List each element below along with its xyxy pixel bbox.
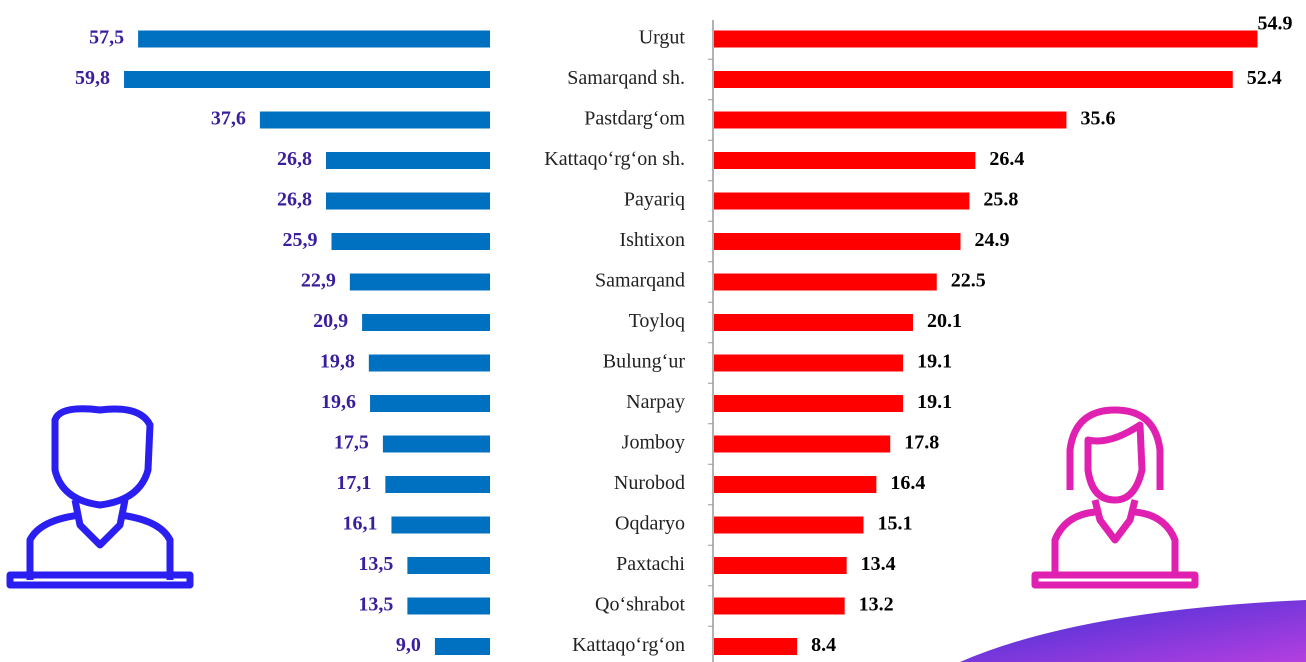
bar: [331, 233, 490, 250]
value-label: 25,9: [282, 229, 317, 251]
category-label: Qo‘shrabot: [595, 594, 685, 616]
category-label: Kattaqo‘rg‘on: [572, 634, 685, 656]
value-label: 16.4: [890, 472, 925, 494]
bar: [382, 435, 490, 453]
value-label: 26,8: [277, 189, 312, 211]
bar: [714, 557, 847, 574]
value-label: 19.1: [917, 391, 952, 413]
value-label: 19.1: [917, 351, 952, 373]
value-label: 17,1: [336, 472, 371, 494]
category-label: Samarqand: [595, 270, 685, 292]
bar: [407, 597, 490, 615]
value-label: 19,6: [321, 391, 356, 413]
category-label: Toyloq: [629, 310, 685, 332]
category-label: Ishtixon: [619, 229, 685, 251]
bar: [124, 71, 491, 88]
bar: [714, 638, 798, 655]
bar: [714, 476, 877, 493]
bar: [325, 192, 490, 210]
bar: [714, 354, 904, 372]
value-label: 22,9: [301, 270, 336, 292]
bar: [714, 435, 891, 453]
value-label: 26,8: [277, 148, 312, 170]
category-label: Bulung‘ur: [603, 351, 686, 373]
bar: [714, 314, 913, 331]
category-label: Urgut: [639, 27, 686, 49]
value-label: 13,5: [358, 594, 393, 616]
value-label: 26.4: [989, 148, 1024, 170]
bar: [714, 152, 976, 169]
category-label: Oqdaryo: [615, 513, 685, 535]
value-label: 37,6: [211, 108, 246, 130]
value-label: 17,5: [334, 432, 369, 454]
bar: [325, 152, 490, 169]
bar: [138, 30, 490, 48]
male-icon: [6, 405, 194, 589]
bar: [259, 111, 490, 129]
value-label: 24.9: [975, 229, 1010, 251]
value-label: 16,1: [342, 513, 377, 535]
bar: [714, 71, 1233, 88]
female-icon: [1031, 406, 1199, 589]
value-label: 57,5: [89, 27, 124, 49]
value-label: 15.1: [877, 513, 912, 535]
bar: [349, 273, 490, 291]
value-label: 17.8: [904, 432, 939, 454]
category-label: Narpay: [626, 391, 685, 413]
value-label: 19,8: [320, 351, 355, 373]
category-label: Samarqand sh.: [567, 67, 685, 89]
category-label: Paxtachi: [616, 553, 685, 575]
value-label: 20,9: [313, 310, 348, 332]
bar: [362, 314, 490, 331]
bar: [368, 354, 490, 372]
bar: [714, 111, 1067, 129]
value-label: 25.8: [983, 189, 1018, 211]
value-label: 35.6: [1080, 108, 1115, 130]
category-label: Payariq: [624, 189, 685, 211]
category-label: Pastdarg‘om: [584, 108, 685, 130]
bar: [714, 233, 961, 250]
category-label: Jomboy: [622, 432, 685, 454]
bar: [434, 638, 490, 655]
bar: [714, 30, 1258, 48]
bar: [714, 597, 845, 615]
category-label: Kattaqo‘rg‘on sh.: [544, 148, 685, 170]
bar: [370, 395, 490, 412]
bar: [391, 516, 490, 534]
value-label: 13.2: [859, 594, 894, 616]
bar: [407, 557, 490, 574]
bar: [714, 192, 970, 210]
value-label: 9,0: [396, 634, 421, 656]
category-label: Nurobod: [614, 472, 685, 494]
value-label: 52.4: [1247, 67, 1282, 89]
value-label: 13,5: [358, 553, 393, 575]
bar: [385, 476, 490, 493]
bar: [714, 395, 904, 412]
value-label: 20.1: [927, 310, 962, 332]
value-label: 59,8: [75, 67, 110, 89]
bar: [714, 516, 864, 534]
value-label: 8.4: [811, 634, 836, 656]
value-label: 22.5: [951, 270, 986, 292]
bar: [714, 273, 937, 291]
value-label: 13.4: [861, 553, 896, 575]
decoration: [960, 600, 1306, 662]
value-label: 54.9: [1258, 13, 1293, 35]
